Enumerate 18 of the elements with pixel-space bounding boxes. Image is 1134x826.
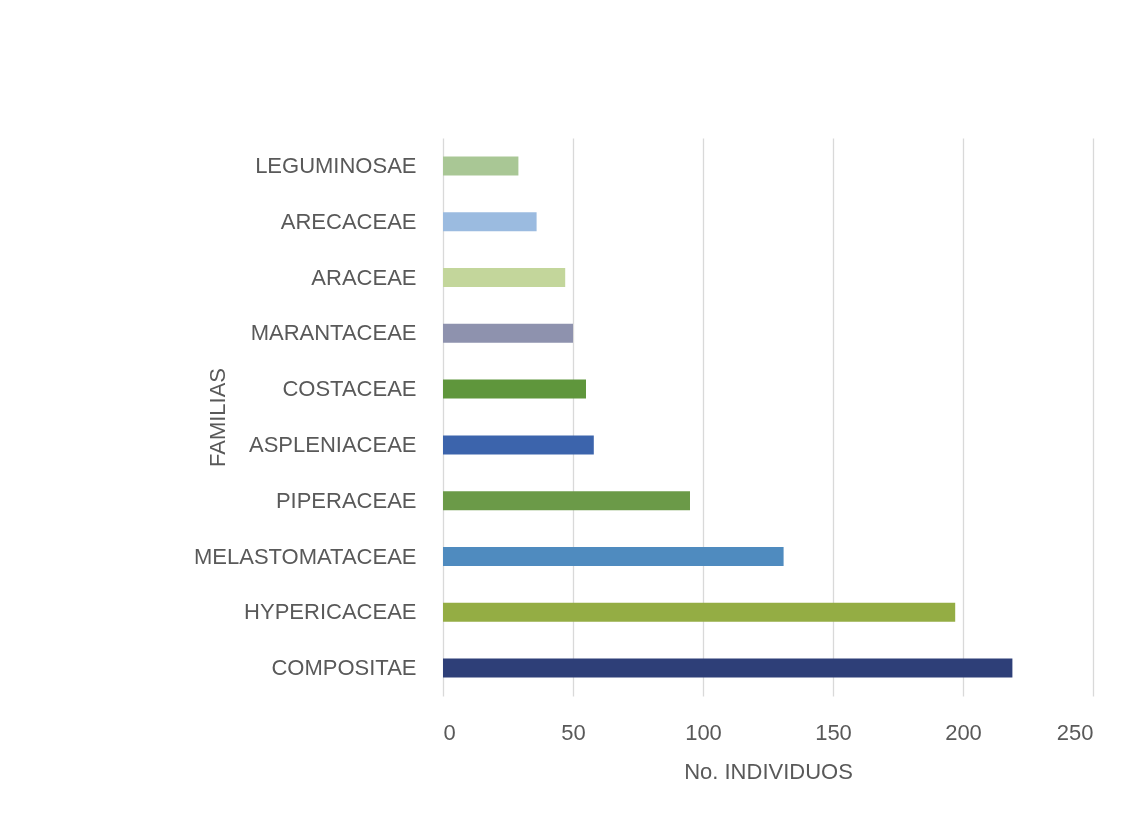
y-tick-label: HYPERICACEAE: [244, 599, 417, 625]
y-tick-label: MELASTOMATACEAE: [194, 543, 417, 569]
x-tick-label: 100: [685, 719, 722, 745]
x-tick-label: 150: [815, 719, 852, 745]
x-tick-label: 50: [561, 719, 586, 745]
y-tick-label: COSTACEAE: [282, 376, 417, 402]
y-tick-label: ASPLENIACEAE: [248, 431, 417, 457]
x-tick-label: 200: [945, 719, 982, 745]
y-tick-label: LEGUMINOSAE: [255, 152, 417, 178]
y-axis-title: FAMILIAS: [204, 367, 230, 468]
y-tick-label: PIPERACEAE: [275, 487, 417, 513]
y-tick-label: ARACEAE: [311, 264, 417, 290]
x-tick-label: 0: [443, 719, 456, 745]
y-tick-label: ARECACEAE: [280, 208, 417, 234]
x-axis-title: No. INDIVIDUOS: [684, 758, 853, 784]
y-tick-label: COMPOSITAE: [271, 655, 417, 681]
y-tick-label: MARANTACEAE: [250, 320, 417, 346]
x-tick-label: 250: [1056, 719, 1094, 745]
